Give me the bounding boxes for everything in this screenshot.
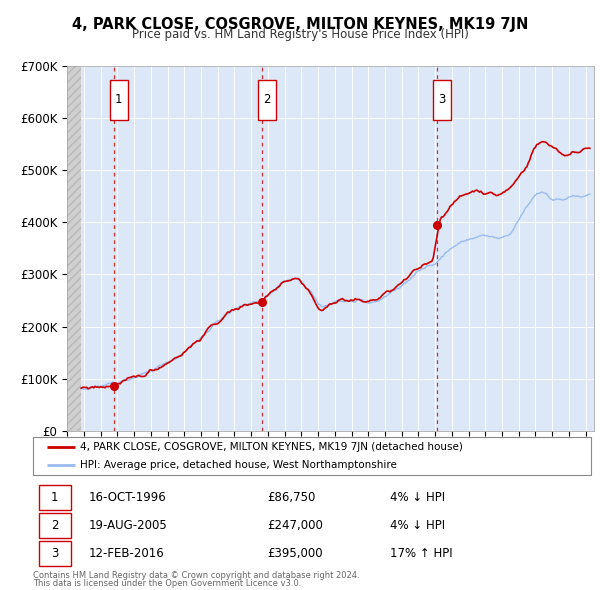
FancyBboxPatch shape: [110, 80, 128, 120]
Text: 19-AUG-2005: 19-AUG-2005: [89, 519, 167, 532]
Text: 3: 3: [439, 93, 446, 106]
Text: 4, PARK CLOSE, COSGROVE, MILTON KEYNES, MK19 7JN: 4, PARK CLOSE, COSGROVE, MILTON KEYNES, …: [72, 17, 528, 31]
FancyBboxPatch shape: [38, 513, 71, 538]
FancyBboxPatch shape: [433, 80, 451, 120]
Text: £395,000: £395,000: [268, 547, 323, 560]
Text: 12-FEB-2016: 12-FEB-2016: [89, 547, 164, 560]
Text: 17% ↑ HPI: 17% ↑ HPI: [390, 547, 453, 560]
FancyBboxPatch shape: [38, 486, 71, 510]
Text: 4% ↓ HPI: 4% ↓ HPI: [390, 519, 445, 532]
Text: 1: 1: [115, 93, 122, 106]
Text: Contains HM Land Registry data © Crown copyright and database right 2024.: Contains HM Land Registry data © Crown c…: [33, 571, 359, 580]
Text: 2: 2: [263, 93, 271, 106]
Text: Price paid vs. HM Land Registry's House Price Index (HPI): Price paid vs. HM Land Registry's House …: [131, 28, 469, 41]
FancyBboxPatch shape: [33, 437, 591, 475]
Text: This data is licensed under the Open Government Licence v3.0.: This data is licensed under the Open Gov…: [33, 579, 301, 588]
Text: 4% ↓ HPI: 4% ↓ HPI: [390, 491, 445, 504]
Text: 4, PARK CLOSE, COSGROVE, MILTON KEYNES, MK19 7JN (detached house): 4, PARK CLOSE, COSGROVE, MILTON KEYNES, …: [80, 442, 463, 452]
Text: HPI: Average price, detached house, West Northamptonshire: HPI: Average price, detached house, West…: [80, 460, 397, 470]
Text: £86,750: £86,750: [268, 491, 316, 504]
Text: 2: 2: [51, 519, 59, 532]
FancyBboxPatch shape: [38, 542, 71, 566]
Text: £247,000: £247,000: [268, 519, 323, 532]
Text: 3: 3: [51, 547, 58, 560]
FancyBboxPatch shape: [257, 80, 276, 120]
Text: 16-OCT-1996: 16-OCT-1996: [89, 491, 167, 504]
Text: 1: 1: [51, 491, 59, 504]
